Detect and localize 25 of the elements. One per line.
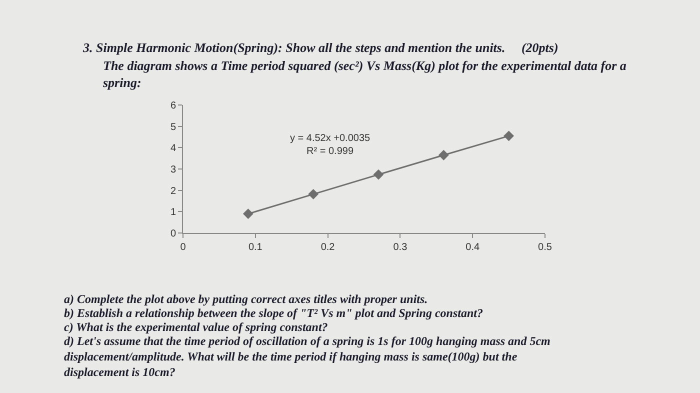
chart-subtitle: The diagram shows a Time period squared (sec²) Vs Mass(Kg) plot for the experimental data for a spring: [102, 58, 627, 90]
y-tick-label: 4 [170, 143, 176, 154]
y-tick-label: 6 [170, 100, 176, 112]
y-tick-label: 1 [170, 207, 176, 218]
x-tick-label: 0.5 [538, 242, 552, 253]
annotation: y = 4.52x +0.0035 R² = 0.999 [290, 133, 370, 157]
x-tick-label: 0 [180, 242, 186, 253]
chart-title: 3. Simple Harmonic Motion(Spring): Show all the steps and mention the units. (20pts) [82, 40, 558, 55]
point [504, 130, 514, 142]
y-tick-label: 0 [170, 228, 176, 240]
x-tick-label: 0.1 [248, 242, 263, 253]
x-tick-label: 0.4 [466, 242, 480, 253]
y-tick-label: 2 [170, 186, 176, 197]
text: b) Establish a relationship between the slope of "T² Vs m" plot and Spring constant? [64, 306, 483, 320]
point [242, 208, 254, 219]
text: a) Complete the plot above by putting correct axes titles with proper units. [64, 292, 428, 306]
point [373, 169, 384, 180]
y-tick-label: 5 [170, 122, 176, 133]
text: d) Let's assume that the time period of oscillation of a spring is 1s for 100g hanging mass and 5cm displacement/amplitude. What will be the time period if hanging mass is same(100g) but the displacement is 10cm? [64, 334, 550, 380]
point [308, 188, 319, 200]
y-tick-label: 3 [170, 164, 176, 176]
text: c) What is the experimental value of spring constant? [64, 320, 328, 334]
x-tick-label: 0.3 [393, 242, 408, 253]
x-tick-label: 0.2 [320, 242, 336, 253]
point [438, 150, 449, 160]
